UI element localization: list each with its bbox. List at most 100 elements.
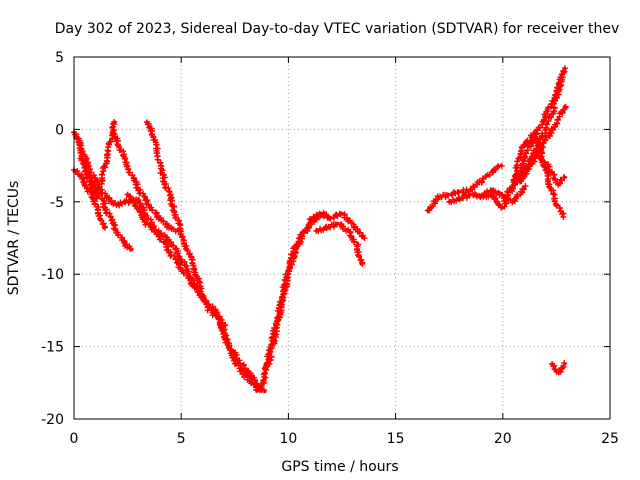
chart-title: Day 302 of 2023, Sidereal Day-to-day VTE… [55,21,619,37]
data-point [511,178,516,182]
data-point [100,197,104,201]
data-point [561,214,565,218]
data-point [149,221,153,226]
series-layer [71,65,569,394]
data-point [518,179,522,184]
data-point [306,226,310,230]
data-point [544,161,548,165]
data-point [552,106,556,110]
data-point [561,365,565,369]
data-point [359,262,363,266]
data-point [164,234,168,239]
data-point [340,211,344,215]
data-point [110,130,115,134]
series-track-15 [424,162,505,214]
data-point [171,203,175,207]
data-point [361,236,366,240]
data-point [136,207,140,211]
data-point [162,240,166,244]
data-point [175,261,179,265]
data-point [511,200,516,204]
data-point [556,371,561,375]
data-point [102,226,106,230]
data-point [490,169,494,173]
data-point [501,194,505,198]
data-point [297,236,301,240]
data-point [355,243,359,247]
data-point [550,171,554,175]
data-point [282,287,286,291]
data-point [126,200,130,204]
data-point [535,153,539,158]
data-point [254,388,258,392]
data-point [458,197,462,201]
data-point [561,69,565,74]
data-point [130,247,134,252]
data-point [113,120,117,124]
data-point [529,164,533,168]
data-point [153,139,158,143]
data-point [436,195,441,200]
data-point [318,213,323,217]
y-tick-label: -10 [41,267,64,283]
data-point [426,208,430,213]
data-point [263,366,267,370]
series-track-21 [525,152,568,188]
data-point [526,159,531,163]
data-point [175,249,179,253]
y-tick-label: -15 [41,340,64,356]
data-point [164,223,168,227]
x-tick-label: 10 [279,431,297,447]
data-point [554,123,559,127]
data-point [479,194,483,198]
data-point [544,127,548,131]
data-point [458,190,462,194]
data-point [188,278,192,282]
data-point [563,175,567,179]
series-track-19 [517,103,569,185]
data-point [132,178,136,182]
data-point [136,200,140,204]
data-point [501,205,505,210]
data-point [121,153,125,158]
y-tick-label: 5 [55,50,64,66]
data-point [74,135,78,139]
data-point [552,366,556,370]
data-point [104,195,108,200]
data-point [252,382,256,386]
data-point [544,113,548,117]
data-point [89,190,93,194]
data-point [115,203,119,207]
data-point [522,185,526,189]
plot-frame [73,56,611,420]
data-point [78,156,83,160]
series-track-12 [261,209,330,372]
data-point [83,153,87,158]
data-point [261,381,265,385]
series-track-13 [306,210,368,242]
data-point [563,104,567,108]
data-point [288,258,293,262]
data-point [276,316,280,320]
y-tick-label: -20 [41,412,64,428]
x-axis-ticks: 0 5 10 15 20 25 [70,57,619,447]
data-point [469,188,473,192]
data-point [106,149,110,153]
data-point [145,221,149,226]
data-point [522,156,526,160]
data-point [126,192,130,197]
data-point [325,226,329,230]
data-point [546,177,550,181]
x-tick-label: 20 [494,431,512,447]
x-tick-label: 25 [601,431,619,447]
data-point [186,269,190,273]
data-point [218,323,222,327]
data-point [336,221,340,226]
data-point [550,362,554,366]
data-point [556,182,561,187]
data-point [308,217,312,221]
data-point [526,139,531,143]
data-point [121,240,125,244]
data-point [447,192,451,197]
